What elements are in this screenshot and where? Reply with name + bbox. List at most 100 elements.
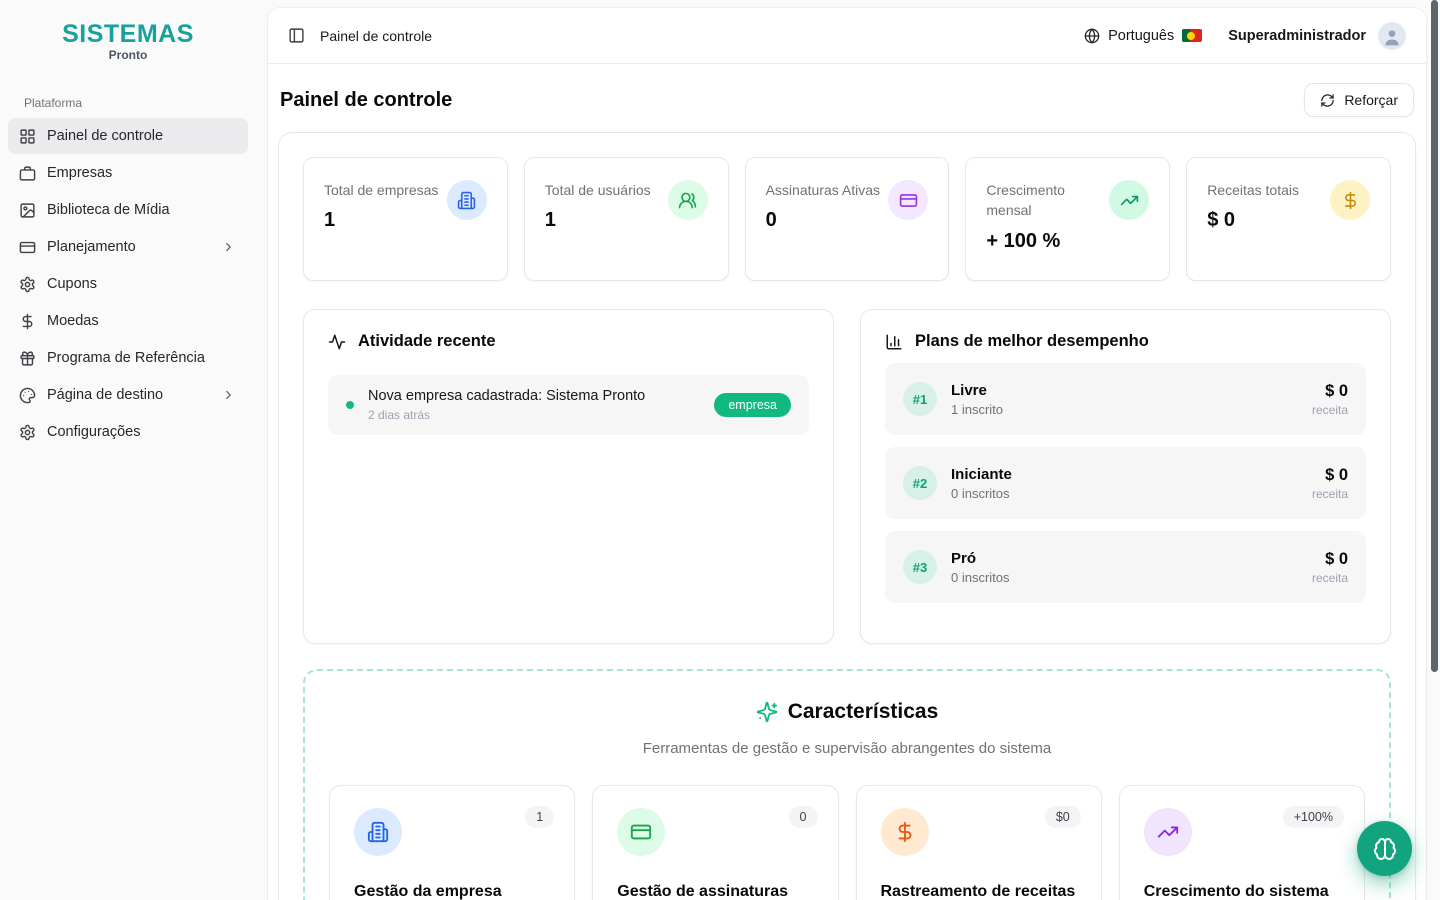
refresh-button[interactable]: Reforçar — [1304, 83, 1414, 117]
gift-icon — [20, 350, 35, 366]
feature-title: Gestão de assinaturas — [617, 883, 788, 900]
feature-card-company-management[interactable]: 1 Gestão da empresa — [329, 785, 576, 900]
feature-badge: +100% — [1282, 806, 1344, 828]
stat-label: Total de empresas — [324, 182, 439, 198]
sidebar-item-settings[interactable]: Configurações — [8, 414, 248, 450]
stat-value: + 100 % — [986, 229, 1061, 252]
stat-card-total-companies: Total de empresas 1 — [303, 157, 508, 281]
page-area: Painel de controle Reforçar Total de emp… — [268, 64, 1426, 900]
ai-assistant-button[interactable] — [1357, 821, 1412, 876]
feature-badge: $0 — [1044, 806, 1081, 828]
credit-card-icon — [899, 193, 918, 207]
building-icon — [367, 821, 389, 843]
sidebar-item-label: Cupons — [47, 276, 97, 292]
recent-activity-title: Atividade recente — [358, 332, 496, 350]
sidebar-item-referral-program[interactable]: Programa de Referência — [8, 340, 248, 376]
sidebar-item-dashboard[interactable]: Painel de controle — [8, 118, 248, 154]
stat-card-monthly-growth: Crescimento mensal + 100 % — [965, 157, 1171, 281]
stat-value: 0 — [765, 209, 777, 232]
brand-logo[interactable]: SISTEMAS Pronto — [0, 20, 256, 63]
recent-activity-panel: Atividade recente Nova empresa cadastrad… — [303, 309, 834, 644]
activity-time: 2 dias atrás — [368, 408, 431, 422]
layout-grid-icon — [20, 128, 35, 144]
page-title: Painel de controle — [280, 88, 453, 111]
chevron-right-icon — [226, 390, 231, 400]
activity-text: Nova empresa cadastrada: Sistema Pronto — [368, 388, 646, 404]
building-icon — [458, 191, 476, 209]
features-title: Características — [787, 700, 939, 723]
sidebar-item-label: Painel de controle — [47, 128, 164, 144]
sidebar-item-label: Empresas — [47, 165, 113, 181]
plan-revenue-label: receita — [1311, 402, 1348, 417]
sidebar-item-label: Moedas — [47, 313, 99, 329]
activity-icon — [328, 334, 346, 349]
refresh-button-label: Reforçar — [1344, 92, 1398, 108]
sidebar-item-label: Biblioteca de Mídia — [47, 202, 170, 218]
sidebar-item-planning[interactable]: Planejamento — [8, 229, 248, 265]
brand-name: SISTEMAS — [62, 20, 194, 48]
plan-name: Pró — [951, 549, 977, 567]
plan-subscribers: 0 inscritos — [951, 485, 1010, 501]
feature-card-subscription-management[interactable]: 0 Gestão de assinaturas — [592, 785, 839, 900]
rank-badge: #2 — [903, 466, 937, 500]
stat-label: Assinaturas Ativas — [765, 182, 880, 198]
trending-up-icon — [1120, 195, 1138, 205]
image-icon — [20, 202, 35, 218]
stat-value: 1 — [324, 209, 336, 232]
status-dot — [346, 401, 354, 409]
chevron-right-icon — [226, 242, 231, 252]
user-menu[interactable]: Superadministrador — [1228, 21, 1406, 50]
stat-label: Crescimento mensal — [986, 182, 1065, 219]
sidebar-toggle-button[interactable] — [282, 22, 310, 50]
sidebar-item-label: Programa de Referência — [47, 350, 205, 366]
gear-icon — [20, 276, 35, 292]
activity-tag: empresa — [714, 393, 791, 417]
rank-badge: #1 — [903, 382, 937, 416]
stat-card-total-users: Total de usuários 1 — [523, 157, 729, 281]
feature-card-system-growth[interactable]: +100% Crescimento do sistema — [1118, 785, 1365, 900]
stat-card-active-subscriptions: Assinaturas Ativas 0 — [744, 157, 950, 281]
topbar: Painel de controle Português Superadmini… — [268, 8, 1426, 64]
scrollbar-thumb[interactable] — [1431, 0, 1438, 672]
stats-row: Total de empresas 1 Total de usuários 1 — [303, 157, 1391, 281]
activity-item: Nova empresa cadastrada: Sistema Pronto … — [328, 375, 809, 435]
plan-revenue-label: receita — [1311, 486, 1348, 501]
feature-title: Crescimento do sistema — [1143, 883, 1329, 900]
dashboard-wrapper: Total de empresas 1 Total de usuários 1 — [278, 132, 1416, 900]
brain-icon — [1373, 837, 1396, 860]
stat-value: 1 — [544, 209, 556, 232]
features-section: Características Ferramentas de gestão e … — [303, 669, 1391, 900]
rank-badge: #3 — [903, 550, 937, 584]
dollar-icon — [22, 313, 33, 329]
sidebar-item-landing-page[interactable]: Página de destino — [8, 377, 248, 413]
language-switcher[interactable]: Português — [1084, 27, 1203, 44]
brand-tagline: Pronto — [108, 48, 148, 62]
panel-left-icon — [288, 28, 304, 43]
top-plans-title: Plans de melhor desempenho — [915, 332, 1149, 350]
refresh-icon — [1321, 93, 1335, 107]
user-name: Superadministrador — [1228, 27, 1366, 44]
stat-card-total-revenue: Receitas totais $ 0 — [1186, 157, 1391, 281]
language-label: Português — [1108, 27, 1175, 44]
sidebar-item-media-library[interactable]: Biblioteca de Mídia — [8, 192, 248, 228]
plan-revenue: $ 0 — [1325, 381, 1348, 400]
trending-up-icon — [1157, 826, 1178, 838]
plan-row: #2 Iniciante 0 inscritos $ 0 receita — [885, 447, 1366, 519]
feature-title: Gestão da empresa — [354, 883, 502, 900]
content-card: Painel de controle Português Superadmini… — [268, 8, 1426, 900]
plan-subscribers: 1 inscrito — [951, 401, 1004, 417]
user-icon — [1385, 30, 1399, 46]
feature-title: Rastreamento de receitas — [880, 883, 1076, 900]
bar-chart-icon — [886, 334, 902, 349]
plan-revenue: $ 0 — [1325, 549, 1348, 568]
sidebar-item-companies[interactable]: Empresas — [8, 155, 248, 191]
feature-badge: 0 — [788, 806, 818, 828]
sidebar-item-currencies[interactable]: Moedas — [8, 303, 248, 339]
globe-icon — [1084, 28, 1100, 43]
sidebar-item-coupons[interactable]: Cupons — [8, 266, 248, 302]
breadcrumb: Painel de controle — [320, 27, 433, 44]
feature-card-revenue-tracking[interactable]: $0 Rastreamento de receitas — [855, 785, 1102, 900]
credit-card-icon — [631, 824, 652, 840]
plan-subscribers: 0 inscritos — [951, 569, 1010, 585]
portugal-flag-icon — [1182, 29, 1203, 42]
